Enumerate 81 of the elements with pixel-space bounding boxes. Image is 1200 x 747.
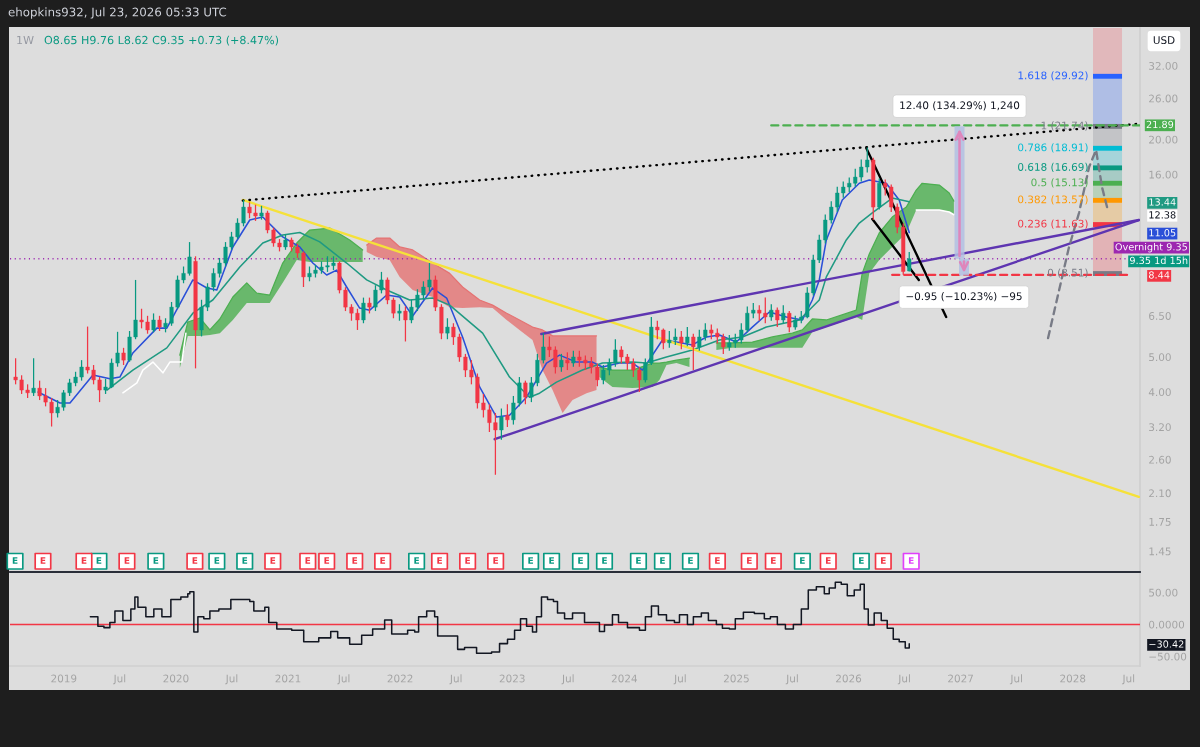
x-tick-label: 2028	[1060, 674, 1086, 683]
data-label: E	[825, 557, 831, 564]
ref-line-label: 0.5 (15.13)	[1031, 178, 1088, 188]
data-label: E	[81, 557, 87, 564]
data-label: E	[578, 557, 583, 564]
x-tick-label: Jul	[1121, 674, 1135, 685]
y-tick-label: 2.60	[1149, 455, 1171, 464]
data-label: E	[192, 557, 198, 564]
y-tick-label: 4.00	[1148, 388, 1171, 397]
y-tick-label: 8.44	[1148, 271, 1170, 279]
x-tick-label: Jul	[113, 674, 126, 685]
y-tick-label: 2.10	[1149, 489, 1171, 498]
y-tick-label: 16.00	[1149, 170, 1178, 179]
text: 9.35 1d 15h	[1129, 256, 1188, 265]
y-tick-label: 26.00	[1149, 94, 1178, 103]
data-label: E	[270, 557, 276, 564]
x-tick-label: Jul	[673, 674, 686, 685]
x-tick-label: 2027	[948, 674, 973, 683]
data-label: E	[908, 557, 914, 564]
data-label: E	[800, 557, 805, 564]
data-label: E	[602, 557, 607, 564]
data-label: E	[660, 557, 665, 564]
data-label: E	[771, 557, 776, 564]
y-tick-label: 12.38	[1149, 211, 1176, 219]
x-tick-label: 2023	[499, 674, 525, 683]
data-label: E	[214, 557, 220, 564]
text: 1W	[17, 35, 34, 45]
y-tick-label: 0.0000	[1149, 620, 1185, 629]
annotation: 12.40 (134.29%) 1,240	[900, 101, 1020, 111]
text: ehopkins932, Jul 23, 2026 05:33 UTC	[8, 7, 227, 19]
data-label: E	[688, 557, 693, 564]
data-label: E	[437, 557, 442, 564]
data-label: E	[96, 557, 102, 564]
y-tick-label: −50.00	[1149, 652, 1187, 661]
data-label: E	[380, 557, 386, 564]
ref-line-label: 0.786 (18.91)	[1018, 143, 1088, 153]
data-label: E	[859, 557, 864, 564]
data-label: E	[40, 557, 46, 564]
x-tick-label: 2020	[163, 674, 189, 683]
data-label: E	[493, 557, 499, 564]
y-tick-label: 3.20	[1149, 423, 1171, 432]
ref-line-label: 0.618 (16.69)	[1018, 162, 1088, 173]
y-tick-label: 11.05	[1149, 229, 1176, 237]
annotation: −0.95 (−10.23%) −95	[906, 292, 1022, 302]
data-label: E	[881, 557, 886, 564]
y-axis-title: USD	[1153, 36, 1175, 45]
y-tick-label: 1.75	[1149, 518, 1171, 526]
y-tick-label: 13.44	[1149, 198, 1176, 206]
data-label: E	[747, 557, 752, 564]
data-label: E	[352, 557, 358, 564]
data-label: E	[549, 557, 554, 564]
ref-line-label: 0.236 (11.63)	[1018, 219, 1088, 229]
x-tick-label: 2022	[387, 674, 413, 683]
data-label: 21.89	[1146, 120, 1174, 129]
y-tick-label: −30.42	[1149, 640, 1184, 648]
data-label: E	[715, 557, 720, 564]
data-label: E	[324, 557, 330, 564]
data-label: E	[124, 557, 130, 564]
y-tick-label: 32.00	[1149, 61, 1178, 70]
y-tick-label: 50.00	[1149, 588, 1178, 597]
y-tick-label: 1.45	[1149, 547, 1171, 556]
data-label: E	[242, 557, 248, 564]
x-tick-label: 2026	[836, 674, 862, 683]
ref-line-label: 1.618 (29.92)	[1018, 71, 1088, 81]
text: O8.65 H9.76 L8.62 C9.35 +0.73 (+8.47%)	[44, 35, 279, 46]
data-label: E	[414, 557, 420, 564]
ref-line-label: Overnight 9.35	[1115, 242, 1187, 253]
x-tick-label: 2024	[611, 674, 637, 683]
y-tick-label: 5.00	[1149, 353, 1171, 362]
data-label: E	[636, 557, 641, 564]
x-tick-label: 2019	[51, 674, 77, 683]
data-label: E	[305, 557, 311, 564]
x-tick-label: 2021	[275, 674, 301, 683]
data-label: E	[465, 557, 471, 564]
x-tick-label: Jul	[561, 674, 574, 685]
y-tick-label: 6.50	[1149, 312, 1171, 320]
ref-line-label: 0.382 (13.57)	[1018, 195, 1088, 205]
data-label: E	[12, 557, 18, 564]
data-label: E	[153, 557, 159, 564]
x-tick-label: Jul	[897, 674, 910, 685]
data-label: E	[528, 557, 534, 564]
